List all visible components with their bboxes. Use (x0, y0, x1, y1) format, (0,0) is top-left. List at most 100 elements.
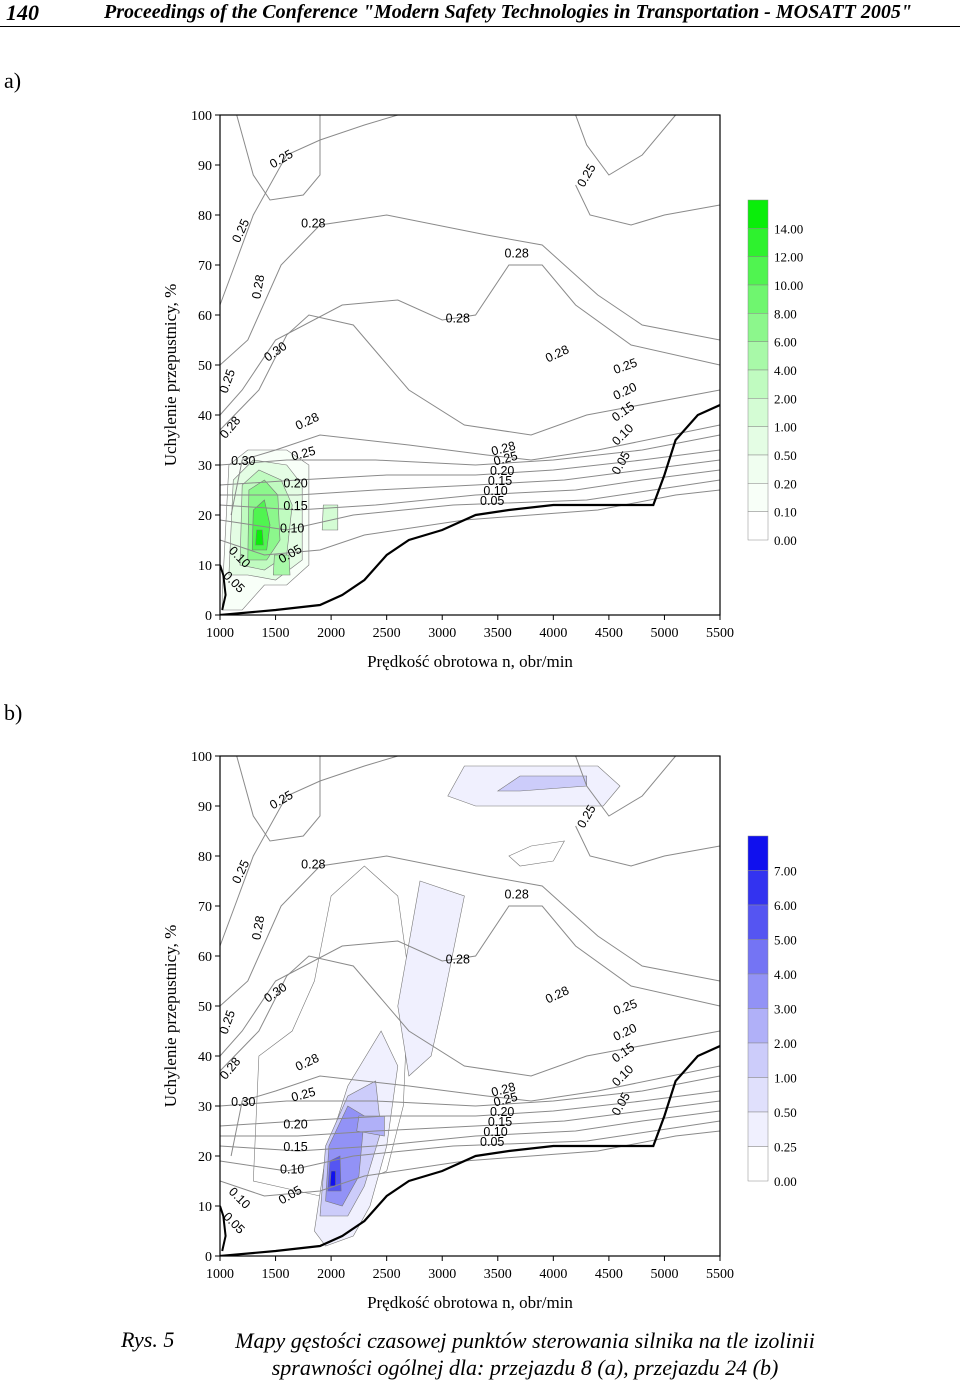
figure-b: 0.25 0.25 0.25 0.28 0.28 0.28 0.28 0.30 0.25 0.28… (0, 741, 960, 1321)
x-tick-label: 5000 (650, 1267, 678, 1282)
legend-swatch (747, 870, 769, 906)
y-tick-label: 30 (198, 1100, 212, 1115)
x-tick-label: 5500 (706, 1267, 734, 1282)
efficiency-isoline (220, 955, 720, 1077)
caption-text: Mapy gęstości czasowej punktów sterowani… (235, 1328, 815, 1380)
isoline-label: 0.20 (490, 1105, 514, 1119)
isoline-label: 0.20 (611, 1021, 639, 1044)
isoline-label: 0.28 (490, 439, 517, 459)
efficiency-isoline (220, 1100, 720, 1137)
efficiency-isoline (230, 424, 720, 516)
y-tick-label: 90 (198, 800, 212, 815)
efficiency-isoline (220, 479, 720, 531)
legend-label: 7.00 (774, 864, 797, 879)
isoline-label: 0.25 (492, 449, 519, 469)
y-axis-label: Uchylenie przepustnicy, % (161, 284, 180, 467)
legend-label: 6.00 (774, 898, 797, 913)
density-region (321, 504, 339, 531)
legend-label: 0.50 (774, 1105, 797, 1120)
efficiency-isoline (220, 1120, 720, 1172)
isoline-label: 0.05 (480, 494, 504, 508)
efficiency-isoline (220, 449, 720, 486)
isoline-label: 0.15 (283, 1140, 307, 1154)
efficiency-isoline (220, 469, 720, 511)
density-region (397, 880, 465, 1077)
density-region (255, 529, 264, 546)
x-tick-label: 2000 (317, 626, 345, 641)
efficiency-isoline (220, 314, 720, 436)
isoline-label: 0.20 (490, 464, 514, 478)
contour-chart-a: 0.250.250.25 0.280.280.280.280.300.250.28… (161, 109, 803, 671)
x-tick-label: 4500 (595, 626, 623, 641)
legend-label: 0.00 (774, 533, 797, 548)
y-tick-label: 90 (198, 159, 212, 174)
isoline-label: 0.28 (293, 410, 321, 433)
x-tick-label: 1000 (206, 1267, 234, 1282)
legend-label: 2.00 (774, 1036, 797, 1051)
isoline-label: 0.28 (217, 1055, 243, 1083)
isoline-label: 0.30 (261, 980, 289, 1005)
legend-swatch (747, 1077, 769, 1113)
isoline-label: 0.28 (446, 312, 470, 326)
legend-swatch (747, 369, 769, 399)
full-load-curve (220, 1044, 720, 1256)
legend-swatch (747, 1042, 769, 1078)
efficiency-isoline (220, 1075, 720, 1107)
legend-label: 5.00 (774, 933, 797, 948)
y-tick-label: 20 (198, 509, 212, 524)
y-tick-label: 50 (198, 359, 212, 374)
legend-swatch (747, 483, 769, 512)
density-region (496, 775, 587, 792)
isoline-label: 0.20 (283, 1118, 307, 1132)
legend-label: 8.00 (774, 306, 797, 321)
legend-label: 0.50 (774, 448, 797, 463)
isoline-label: 0.25 (267, 788, 295, 812)
x-tick-label: 5000 (650, 626, 678, 641)
isoline-label: 0.28 (249, 915, 267, 941)
legend-label: 1.00 (774, 1071, 797, 1086)
efficiency-isoline (575, 115, 676, 176)
efficiency-isoline (236, 115, 321, 201)
x-tick-label: 4500 (595, 1267, 623, 1282)
isoline-label: 0.28 (543, 342, 571, 365)
legend-label: 0.20 (774, 476, 797, 491)
y-tick-label: 50 (198, 1000, 212, 1015)
isoline-label: 0.25 (611, 355, 639, 376)
legend-label: 4.00 (774, 967, 797, 982)
x-tick-label: 3000 (428, 1267, 456, 1282)
efficiency-isoline (220, 855, 720, 1007)
efficiency-isoline (220, 489, 720, 556)
isoline-label: 0.10 (280, 1163, 304, 1177)
x-tick-label: 2500 (373, 626, 401, 641)
legend-label: 0.25 (774, 1140, 797, 1155)
isoline-label: 0.15 (488, 1115, 512, 1129)
isoline-label: 0.25 (611, 996, 639, 1017)
legend-label: 6.00 (774, 335, 797, 350)
legend-swatch (747, 835, 769, 871)
efficiency-isoline (220, 1110, 720, 1152)
isoline-label: 0.15 (283, 499, 307, 513)
isoline-label: 0.28 (301, 217, 325, 231)
isoline-label: 0.15 (609, 1040, 637, 1065)
legend-swatch (747, 199, 769, 229)
x-tick-label: 4000 (539, 626, 567, 641)
panel-label-b: b) (4, 700, 23, 725)
contour-chart-b: 0.250.250.25 0.280.280.280.280.300.250.28… (161, 750, 797, 1312)
legend-swatch (747, 454, 769, 484)
running-title: Proceedings of the Conference "Modern Sa… (104, 1, 912, 23)
efficiency-isoline (236, 756, 321, 842)
efficiency-isoline (220, 905, 720, 1057)
isoline-label: 0.30 (231, 454, 255, 468)
y-tick-label: 70 (198, 259, 212, 274)
isoline-label: 0.25 (229, 858, 252, 886)
panel-label-a: a) (4, 68, 22, 93)
isoline-label: 0.10 (609, 421, 636, 448)
isoline-label: 0.05 (480, 1135, 504, 1149)
x-tick-label: 3500 (484, 626, 512, 641)
efficiency-isoline (230, 1065, 720, 1157)
figure-a: 0.25 0.25 0.25 0.28 0.28 0.28 0.28 0.30 0.25 0.28… (0, 100, 960, 680)
efficiency-isoline (575, 184, 720, 226)
y-tick-label: 100 (191, 750, 212, 765)
y-tick-label: 100 (191, 109, 212, 124)
density-region (329, 1170, 336, 1187)
